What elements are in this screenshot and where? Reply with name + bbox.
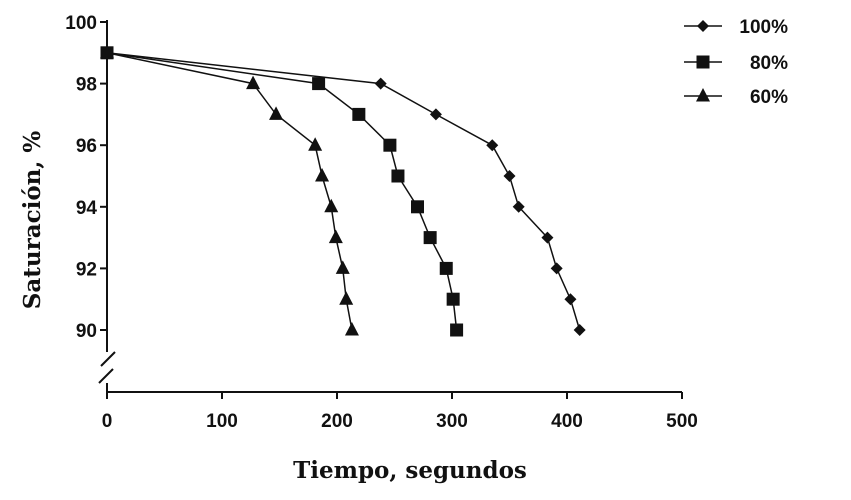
y-axis-break-mark-lower bbox=[98, 368, 114, 384]
series-triangle bbox=[100, 44, 359, 336]
data-point-square bbox=[423, 231, 437, 245]
y-axis-title: Saturación, % bbox=[19, 131, 46, 310]
data-point-triangle bbox=[328, 229, 343, 244]
series-layer bbox=[100, 44, 586, 337]
y-ticks: 90 92 94 96 98 100 bbox=[65, 13, 107, 342]
y-tick-label: 92 bbox=[76, 259, 97, 280]
legend-label: 60% bbox=[750, 87, 788, 108]
legend: 100% 80% 60% bbox=[684, 17, 788, 108]
data-point-triangle bbox=[315, 168, 330, 182]
x-tick-label: 500 bbox=[666, 411, 698, 432]
data-point-square bbox=[450, 323, 464, 337]
data-point-triangle bbox=[269, 106, 284, 120]
data-point-diamond bbox=[541, 231, 554, 244]
data-point-triangle bbox=[324, 198, 339, 213]
series-line bbox=[106, 52, 581, 331]
data-point-square bbox=[312, 77, 326, 91]
series-square bbox=[100, 46, 464, 337]
data-point-diamond bbox=[564, 293, 577, 306]
data-point-diamond bbox=[550, 262, 563, 275]
y-tick-label: 90 bbox=[76, 321, 97, 342]
legend-marker-triangle bbox=[696, 88, 710, 102]
data-point-square bbox=[391, 169, 405, 183]
data-point-diamond bbox=[429, 108, 442, 121]
data-point-triangle bbox=[344, 322, 359, 336]
data-point-diamond bbox=[512, 200, 525, 213]
legend-marker-square bbox=[696, 55, 710, 69]
x-tick-label: 100 bbox=[206, 411, 238, 432]
series-line bbox=[106, 52, 458, 331]
data-point-diamond bbox=[486, 139, 499, 152]
y-tick-label: 94 bbox=[76, 198, 98, 219]
data-point-triangle bbox=[339, 291, 354, 305]
series-line bbox=[106, 52, 353, 331]
data-point-triangle bbox=[100, 44, 114, 59]
legend-label: 80% bbox=[750, 53, 788, 74]
y-axis-break-mark-upper bbox=[100, 351, 116, 367]
legend-label: 100% bbox=[739, 17, 788, 38]
data-point-square bbox=[411, 200, 424, 214]
axes bbox=[98, 20, 682, 393]
data-point-diamond bbox=[573, 324, 586, 336]
y-tick-label: 98 bbox=[76, 75, 97, 96]
x-ticks: 0 100 200 300 400 500 bbox=[102, 392, 698, 432]
data-point-triangle bbox=[308, 137, 323, 151]
x-tick-label: 300 bbox=[436, 411, 468, 432]
data-point-square bbox=[446, 292, 460, 306]
x-axis-title: Tiempo, segundos bbox=[293, 457, 527, 484]
data-point-diamond bbox=[374, 77, 387, 90]
data-point-triangle bbox=[246, 75, 261, 90]
x-tick-label: 200 bbox=[321, 411, 353, 432]
series-diamond bbox=[101, 46, 586, 336]
y-tick-label: 100 bbox=[65, 13, 97, 34]
data-point-diamond bbox=[503, 170, 516, 182]
data-point-square bbox=[383, 138, 397, 152]
data-point-square bbox=[439, 261, 453, 275]
legend-marker-diamond bbox=[697, 20, 709, 32]
x-tick-label: 400 bbox=[551, 411, 583, 432]
data-point-triangle bbox=[335, 260, 350, 274]
x-tick-label: 0 bbox=[102, 411, 113, 432]
y-tick-label: 96 bbox=[76, 136, 97, 157]
data-point-square bbox=[352, 107, 366, 121]
